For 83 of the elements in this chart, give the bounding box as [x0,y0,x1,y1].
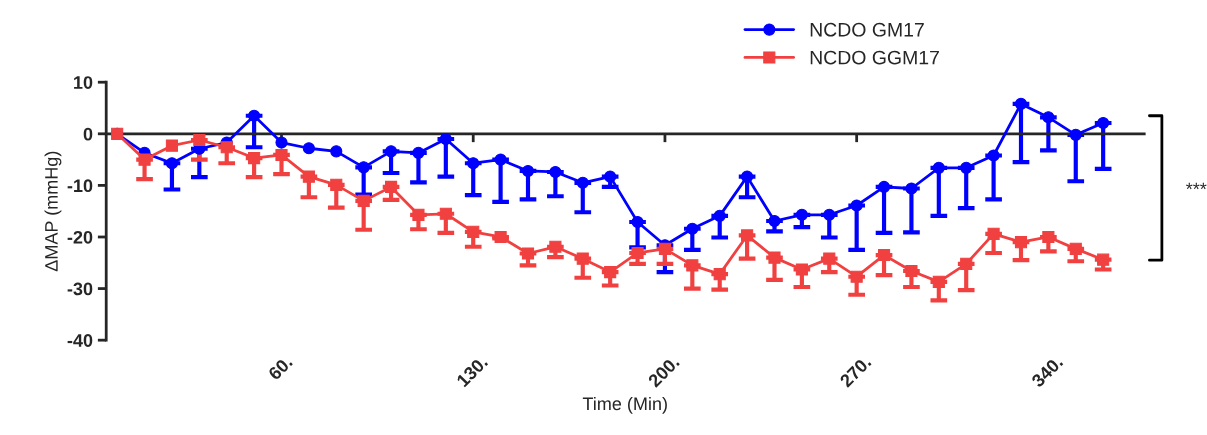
point [604,265,617,279]
point [932,275,945,288]
point [877,180,891,194]
point [494,230,507,244]
point [357,194,370,207]
point [960,161,973,174]
point [850,270,863,283]
legend-label: NCDO GM17 [810,22,924,37]
point [330,145,343,158]
point [1014,97,1028,110]
point [877,248,891,262]
point [1042,230,1055,244]
point [823,252,836,265]
point [248,109,261,122]
x-tick-label: 270. [839,355,872,388]
point [850,199,863,212]
point [165,139,179,152]
point [412,208,425,221]
point [412,146,425,159]
point [905,264,918,278]
point [1014,236,1028,249]
point [467,225,480,238]
point [576,176,589,189]
point [823,208,836,221]
point [384,145,398,158]
point [138,153,151,166]
point [330,178,343,191]
point [987,149,1000,162]
point [467,157,480,170]
x-tick-label: 130. [455,355,489,388]
point [1042,111,1055,124]
point [521,164,535,178]
point [795,208,808,221]
point [1069,242,1082,255]
point [275,148,288,162]
point [768,214,781,228]
y-axis-title: ΔMAP (mmHg) [44,151,62,272]
point [768,251,781,264]
point [439,132,452,146]
x-tick-label: 200. [647,355,680,388]
point [905,182,918,195]
point [193,133,206,147]
point [987,227,1000,240]
y-tick-label: 10 [74,76,93,89]
y-tick-label: -10 [67,179,93,193]
point [741,229,754,242]
point [384,180,398,194]
point [713,209,726,222]
y-tick-label: -20 [67,230,93,244]
y-tick-label: 0 [83,127,93,141]
x-axis-title: Time (Min) [582,396,667,414]
point [1069,128,1082,141]
point [549,240,562,253]
point [521,247,535,260]
point [220,141,233,154]
y-tick-label: -30 [67,282,93,296]
point [302,142,315,155]
point [357,161,370,174]
point [302,170,315,183]
point [713,268,726,281]
point [248,151,261,165]
x-tick-label: 60. [267,355,293,381]
point [165,157,179,170]
point [686,222,699,235]
point [549,165,562,179]
point [960,257,973,270]
point [439,207,452,220]
point [631,215,644,229]
point [741,170,754,183]
point [1097,253,1110,266]
point [494,153,507,166]
point [631,246,644,260]
point [932,161,945,174]
point [795,263,808,276]
y-tick-label: -40 [67,334,93,347]
legend-label: NCDO GGM17 [810,50,939,65]
point [1097,116,1110,130]
point [275,136,288,149]
point [604,170,617,183]
point [686,259,699,272]
point [576,252,589,265]
text: *** [1186,182,1207,190]
x-tick-label: 340. [1030,355,1064,389]
